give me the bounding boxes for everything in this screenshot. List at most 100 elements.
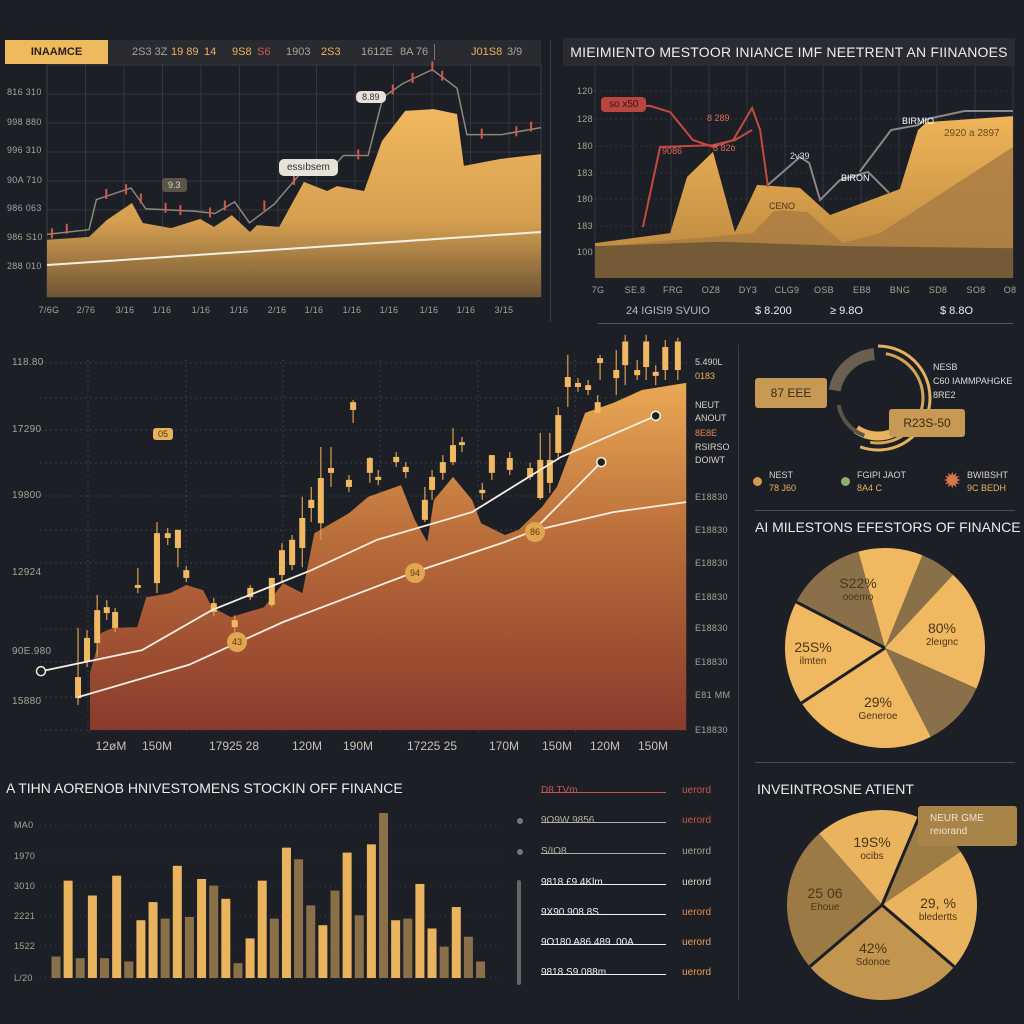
candle-body [350,402,357,410]
finance-trend-line [46,231,542,266]
y-axis-label: 816 310 [7,87,42,97]
legend-item[interactable]: 9O180 A86.489 .00A uerord [541,937,711,951]
candle-body [268,577,275,605]
bar [294,859,304,978]
x-axis-label: SE.8 [624,285,646,295]
y-axis-label: 180 [577,194,593,204]
x-axis-label: 2/76 [76,305,96,315]
legend-item[interactable]: 9X90 908 8S. uerord [541,907,711,921]
line-endpoint [35,665,47,677]
investments-bar-chart [51,813,486,978]
chart-marker: 43 [227,632,247,652]
pie-slice-label: 2leıgnc [925,637,959,648]
ticker-value: 1612E [361,46,393,58]
y-axis-label: 3010 [14,881,36,891]
bar [257,880,267,978]
investment-annotation: 2920 a 2897 [944,128,1000,139]
legend-value: 9C BEDH [967,483,1007,493]
x-axis-label: 150M [637,739,669,753]
finance-callout-low: 9.3 [162,178,187,192]
x-axis-label: 120M [291,739,323,753]
candle-body [439,462,446,473]
donut-side-text: NESB [933,362,958,372]
y-axis-label: 19800 [12,490,42,501]
legend-item[interactable]: D8 TVm uerord [541,785,711,799]
chart-marker: 86 [525,522,545,542]
milestones-title: AI MILESTONS EFESTORS OF FINANCE [755,519,1021,535]
y-axis-label: E18830 [695,492,728,502]
chart-marker: 94 [405,563,425,583]
callout-line-2: reıorand [930,826,968,837]
pie-slice-label: ooemo [842,592,874,603]
bar [415,883,425,978]
legend-value: uerord [682,967,711,978]
candle-body [231,620,238,628]
investment-pie-title: INVEINTROSNE ATIENT [757,781,914,797]
candle-body [594,402,601,413]
legend-label: 9O9W 9856 [541,815,595,826]
candle-body [210,603,217,612]
x-axis-label: 170M [488,739,520,753]
pie-slice [882,851,977,967]
bar [221,898,231,978]
investment-annotation: 8 82ò [713,143,736,153]
candle-body [327,468,334,473]
finance-panel-title: INAAMCE [5,40,108,64]
legend-item[interactable]: 9818 £9 4Klm uerord [541,877,711,891]
legend-scrollbar[interactable] [517,880,521,985]
pie-slice-label: Ehoue [810,902,840,913]
x-axis-label: 17225 25 [406,739,458,753]
pie-slice-label: bledertts [918,912,958,923]
ticker-value: 2S3 3Z [132,46,168,58]
y-axis-label: E18830 [695,558,728,568]
investment-red-line [603,104,769,188]
investment-red-line [641,129,753,228]
pie-divider [755,762,1015,763]
legend-entry: 5.490L [695,357,723,367]
legend-item[interactable]: S/IO8 uerord [517,846,711,860]
bar [439,946,449,978]
candle-body [164,533,171,538]
legend-item[interactable]: 9O9W 9856 uerord [517,815,711,829]
legend-value: uerord [682,846,711,857]
x-axis-label: BNG [889,285,911,295]
summary-divider [598,323,1013,324]
legend-item[interactable]: 9818 S9.088m uerord [541,967,711,981]
candle-body [393,456,400,463]
bar [136,920,146,978]
donut-right-label: R23S-50 [889,409,965,437]
y-axis-label: 998 880 [7,117,42,127]
donut-divider [755,510,1015,511]
x-axis-label: 2/16 [267,305,287,315]
y-axis-label: E81 MM [695,690,731,700]
candle-body [278,550,285,575]
ticker-value: 3/9 [507,46,523,58]
pie-slice-border [800,646,886,705]
pie-slice-label: ocibs [860,851,884,862]
candle-body [585,385,592,390]
legend-value: uerord [682,937,711,948]
bar [281,847,291,978]
ticker-value: 8A 76 [400,46,429,58]
candle-body [94,610,101,644]
y-axis-label: 180 [577,141,593,151]
candle-body [366,458,373,473]
candle-body [449,445,456,463]
bar [197,879,207,978]
legend-dot-icon [517,818,523,824]
legend-title: BWIBSHT [967,470,1009,480]
bar [451,907,461,978]
bar [124,961,134,978]
candle-body [488,455,495,473]
candle-body [643,341,650,368]
x-axis-label: SD8 [928,285,948,295]
y-axis-label: 12924 [12,567,42,578]
y-axis-label: 986 063 [7,203,42,213]
bar [476,961,486,978]
pie-slice [801,648,931,749]
investment-chart [595,104,1013,278]
legend-label: 9818 S9.088m [541,967,607,978]
bar [354,915,364,978]
candle-body [112,611,119,628]
